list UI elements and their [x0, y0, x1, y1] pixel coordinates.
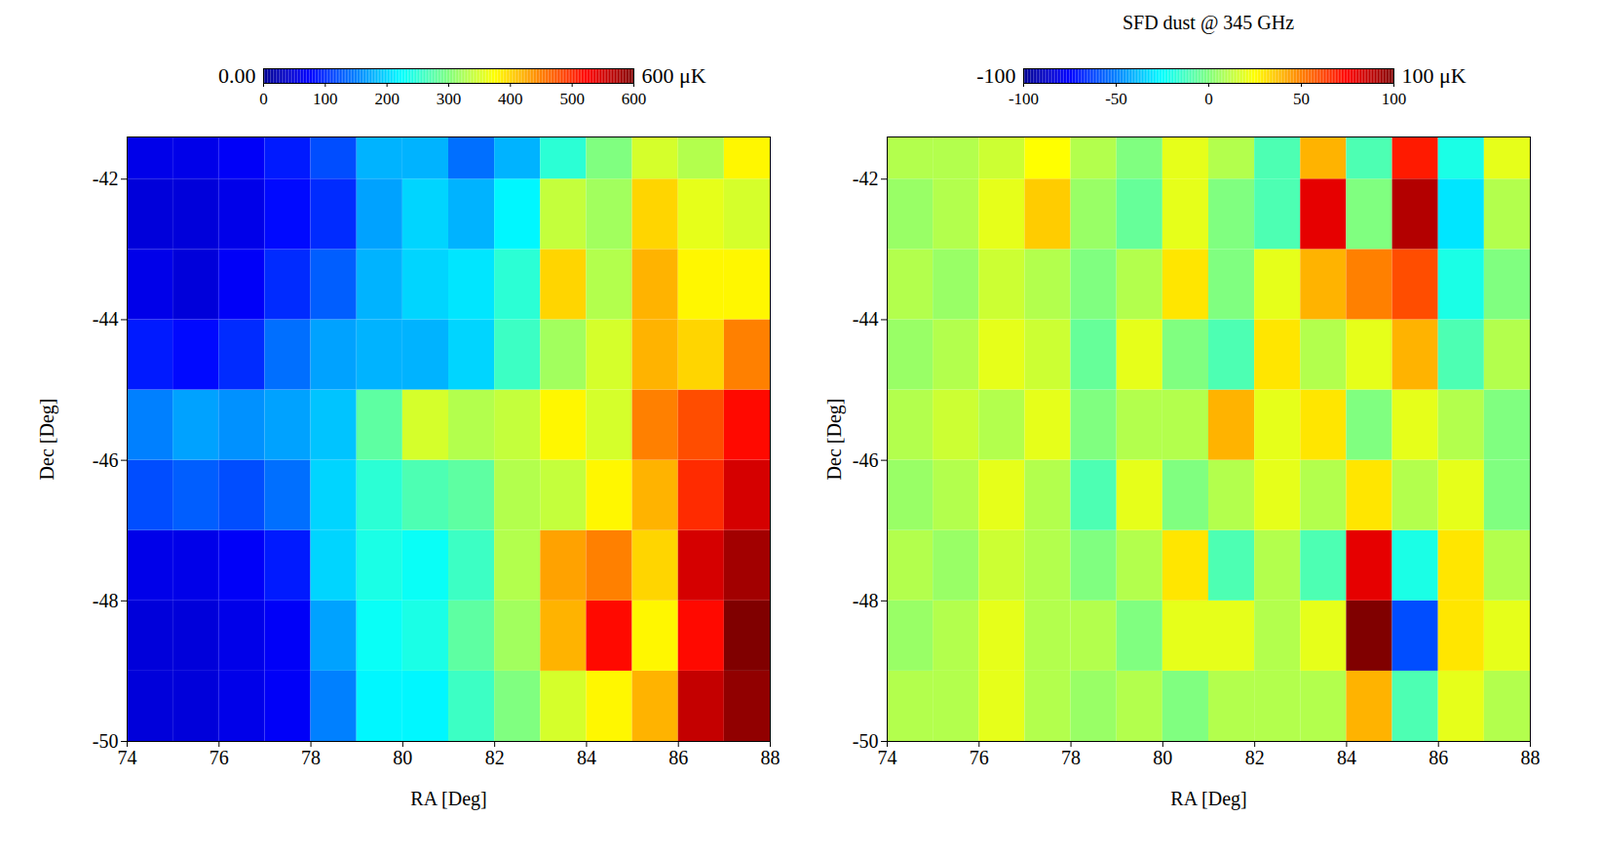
svg-text:86: 86 — [1428, 746, 1448, 768]
svg-text:RA [Deg]: RA [Deg] — [410, 787, 487, 810]
svg-text:-50: -50 — [92, 729, 119, 752]
svg-text:-46: -46 — [92, 449, 119, 471]
svg-text:0: 0 — [1204, 89, 1214, 109]
svg-text:100 μK: 100 μK — [1402, 63, 1467, 88]
svg-text:-42: -42 — [92, 167, 119, 190]
svg-text:74: 74 — [877, 746, 898, 768]
svg-text:500: 500 — [559, 89, 585, 109]
svg-text:Dec [Deg]: Dec [Deg] — [36, 398, 59, 481]
svg-text:50: 50 — [1293, 89, 1310, 109]
svg-text:Dec [Deg]: Dec [Deg] — [823, 398, 846, 481]
svg-text:80: 80 — [1152, 746, 1173, 768]
svg-text:-50: -50 — [1104, 89, 1128, 109]
svg-text:86: 86 — [668, 746, 688, 768]
svg-text:-48: -48 — [92, 589, 119, 611]
svg-text:78: 78 — [1061, 746, 1081, 768]
svg-text:0.00: 0.00 — [218, 63, 257, 88]
svg-text:-42: -42 — [852, 167, 879, 190]
svg-text:200: 200 — [374, 89, 400, 109]
svg-text:-50: -50 — [852, 729, 879, 752]
svg-text:82: 82 — [1245, 746, 1265, 768]
svg-text:88: 88 — [761, 746, 781, 768]
svg-text:-100: -100 — [976, 63, 1016, 88]
svg-text:0: 0 — [259, 89, 268, 109]
svg-text:600 μK: 600 μK — [642, 63, 707, 88]
svg-text:80: 80 — [392, 746, 413, 768]
svg-text:600: 600 — [621, 89, 648, 109]
svg-text:-46: -46 — [852, 449, 879, 471]
svg-text:100: 100 — [312, 89, 339, 109]
svg-text:84: 84 — [576, 746, 597, 768]
svg-text:-44: -44 — [92, 307, 119, 330]
svg-text:-48: -48 — [852, 589, 879, 611]
svg-text:RA [Deg]: RA [Deg] — [1170, 787, 1247, 810]
svg-text:82: 82 — [485, 746, 505, 768]
svg-text:78: 78 — [301, 746, 321, 768]
svg-text:76: 76 — [969, 746, 990, 768]
svg-text:76: 76 — [209, 746, 229, 768]
svg-text:300: 300 — [436, 89, 462, 109]
svg-text:74: 74 — [117, 746, 138, 768]
svg-text:-100: -100 — [1008, 89, 1039, 109]
svg-text:-44: -44 — [852, 307, 879, 330]
svg-text:84: 84 — [1336, 746, 1357, 768]
svg-text:100: 100 — [1381, 89, 1408, 109]
svg-text:400: 400 — [497, 89, 524, 109]
html-text:SFD dust @ 345 GHz: SFD dust @ 345 GHz — [1122, 11, 1295, 34]
svg-text:88: 88 — [1521, 746, 1541, 768]
